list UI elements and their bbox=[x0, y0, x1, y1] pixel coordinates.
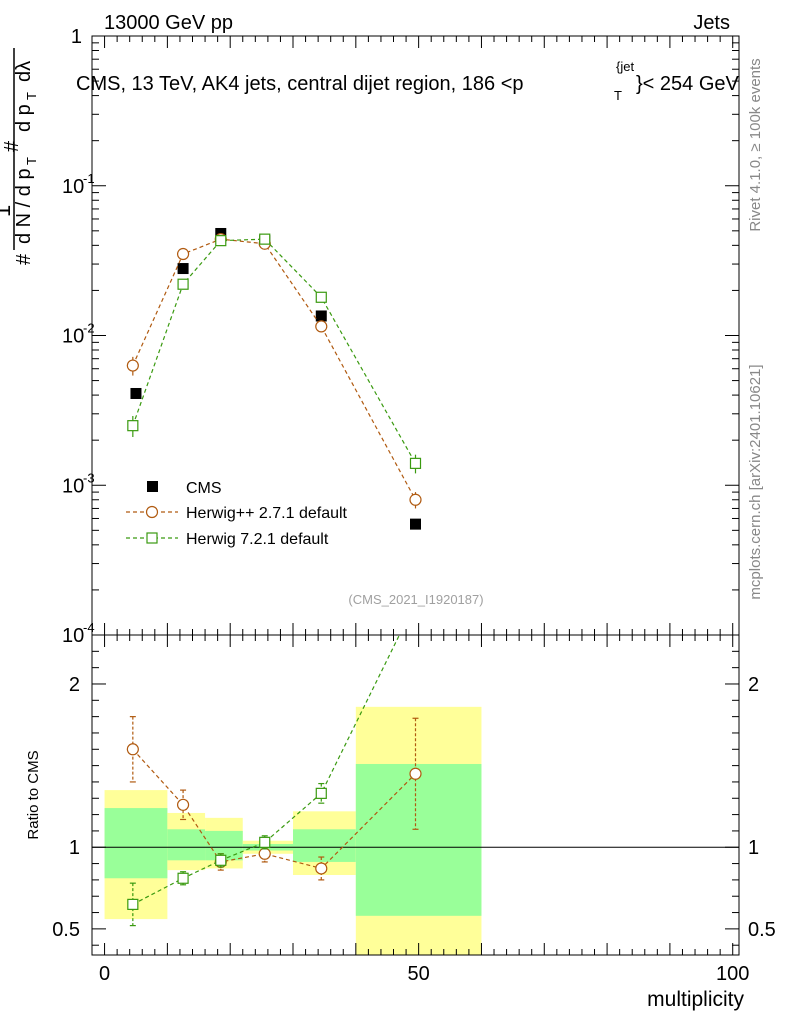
main-data-point bbox=[126, 359, 139, 372]
ratio-data-point bbox=[315, 862, 328, 875]
stat-uncertainty-band bbox=[293, 829, 356, 862]
main-data-point bbox=[259, 233, 271, 245]
svg-text:T: T bbox=[24, 92, 39, 100]
svg-text:d p: d p bbox=[13, 104, 35, 132]
ratio-y-tick-label-right: 2 bbox=[748, 674, 759, 696]
main-series-layer bbox=[126, 227, 609, 659]
main-y-tick-label: 10 bbox=[62, 326, 84, 348]
ratio-data-point bbox=[259, 836, 271, 848]
legend-label-herwig7: Herwig 7.2.1 default bbox=[186, 531, 329, 548]
main-y-tick-label: 10 bbox=[62, 625, 84, 647]
ratio-data-point bbox=[126, 743, 139, 756]
main-data-point bbox=[410, 518, 421, 530]
ratio-axis-ticks: 0.5 0.5 1 1 2 2 0 50 100 bbox=[52, 635, 776, 985]
main-y-tick-exponent: -4 bbox=[83, 620, 95, 635]
ratio-plot-frame bbox=[91, 634, 740, 956]
rivet-label: Rivet 4.1.0, ≥ 100k events bbox=[747, 58, 764, 231]
main-y-tick-label: 10 bbox=[62, 176, 84, 198]
ratio-data-point bbox=[258, 847, 271, 860]
ratio-data-point bbox=[315, 787, 327, 799]
plot-title-sub: T bbox=[614, 88, 622, 103]
legend: CMS Herwig++ 2.7.1 default Herwig 7.2.1 … bbox=[126, 480, 348, 548]
plot-title: CMS, 13 TeV, AK4 jets, central dijet reg… bbox=[76, 59, 740, 103]
ratio-series-line bbox=[132, 748, 416, 870]
legend-marker-cms bbox=[147, 481, 158, 492]
y-label-d-n: d N / d p bbox=[13, 168, 35, 244]
main-data-point bbox=[177, 278, 189, 290]
stat-uncertainty-band bbox=[104, 808, 168, 879]
stat-uncertainty-band bbox=[355, 763, 482, 916]
ratio-data-point bbox=[409, 767, 422, 780]
main-axis-ticks: 110-110-210-310-4 bbox=[62, 26, 739, 647]
main-data-point bbox=[315, 320, 328, 333]
mcplots-label: mcplots.cern.ch [arXiv:2401.10621] bbox=[747, 364, 764, 599]
svg-text:#: # bbox=[1, 140, 23, 152]
ratio-y-axis-label: Ratio to CMS bbox=[25, 750, 42, 839]
ratio-y-tick-label-right: 0.5 bbox=[748, 919, 776, 941]
legend-marker-herwigpp bbox=[145, 505, 159, 519]
legend-label-cms: CMS bbox=[186, 480, 222, 497]
x-tick-label: 100 bbox=[716, 963, 749, 985]
main-y-tick-exponent: -2 bbox=[83, 321, 95, 336]
ratio-y-tick-label: 1 bbox=[69, 837, 80, 859]
ratio-y-tick-label-right: 1 bbox=[748, 837, 759, 859]
svg-text:T: T bbox=[24, 157, 39, 165]
main-data-point bbox=[409, 493, 422, 506]
main-data-point bbox=[315, 291, 327, 303]
svg-text:dλ: dλ bbox=[13, 61, 35, 82]
main-y-tick-exponent: -3 bbox=[83, 470, 95, 485]
main-data-point bbox=[215, 235, 227, 247]
category-label: Jets bbox=[693, 12, 730, 34]
x-axis-label: multiplicity bbox=[647, 988, 744, 1011]
ratio-data-point bbox=[176, 798, 190, 811]
main-data-point bbox=[130, 387, 142, 399]
main-y-tick-label: 10 bbox=[62, 475, 84, 497]
ratio-data-point bbox=[215, 854, 227, 866]
main-data-point bbox=[598, 648, 609, 659]
main-data-point bbox=[127, 420, 139, 432]
svg-text:1: 1 bbox=[0, 205, 15, 217]
plot-title-main: CMS, 13 TeV, AK4 jets, central dijet reg… bbox=[76, 73, 524, 95]
main-series-line bbox=[132, 238, 417, 501]
ratio-data-point bbox=[177, 872, 189, 884]
stat-uncertainty-band bbox=[167, 829, 206, 861]
legend-marker-herwig7 bbox=[146, 532, 158, 544]
ratio-uncertainty-bands bbox=[104, 706, 482, 955]
x-tick-label: 50 bbox=[408, 963, 430, 985]
main-y-axis-label: # d N / d p T # 1 d p T dλ # d²N bbox=[0, 48, 39, 265]
plot-title-sup: {jet bbox=[616, 59, 634, 74]
main-y-tick-label: 1 bbox=[71, 26, 82, 48]
ratio-y-tick-label: 0.5 bbox=[52, 919, 80, 941]
ratio-y-tick-label: 2 bbox=[69, 674, 80, 696]
main-data-point bbox=[409, 457, 422, 469]
analysis-id: (CMS_2021_I1920187) bbox=[348, 592, 483, 607]
svg-text:#: # bbox=[0, 118, 5, 130]
ratio-data-point bbox=[127, 898, 139, 910]
main-series-line bbox=[132, 238, 417, 464]
main-data-point bbox=[315, 310, 327, 322]
y-label-denominator: # bbox=[13, 253, 35, 265]
ratio-series-layer bbox=[126, 635, 422, 927]
energy-label: 13000 GeV pp bbox=[104, 12, 233, 34]
x-tick-label: 0 bbox=[99, 963, 110, 985]
main-data-point bbox=[176, 247, 190, 261]
svg-text:d²N: d²N bbox=[0, 62, 5, 94]
main-data-point bbox=[177, 263, 189, 275]
plot-title-tail: }< 254 GeV bbox=[636, 73, 740, 95]
legend-label-herwigpp: Herwig++ 2.7.1 default bbox=[186, 505, 348, 522]
main-y-tick-exponent: -1 bbox=[83, 171, 95, 186]
